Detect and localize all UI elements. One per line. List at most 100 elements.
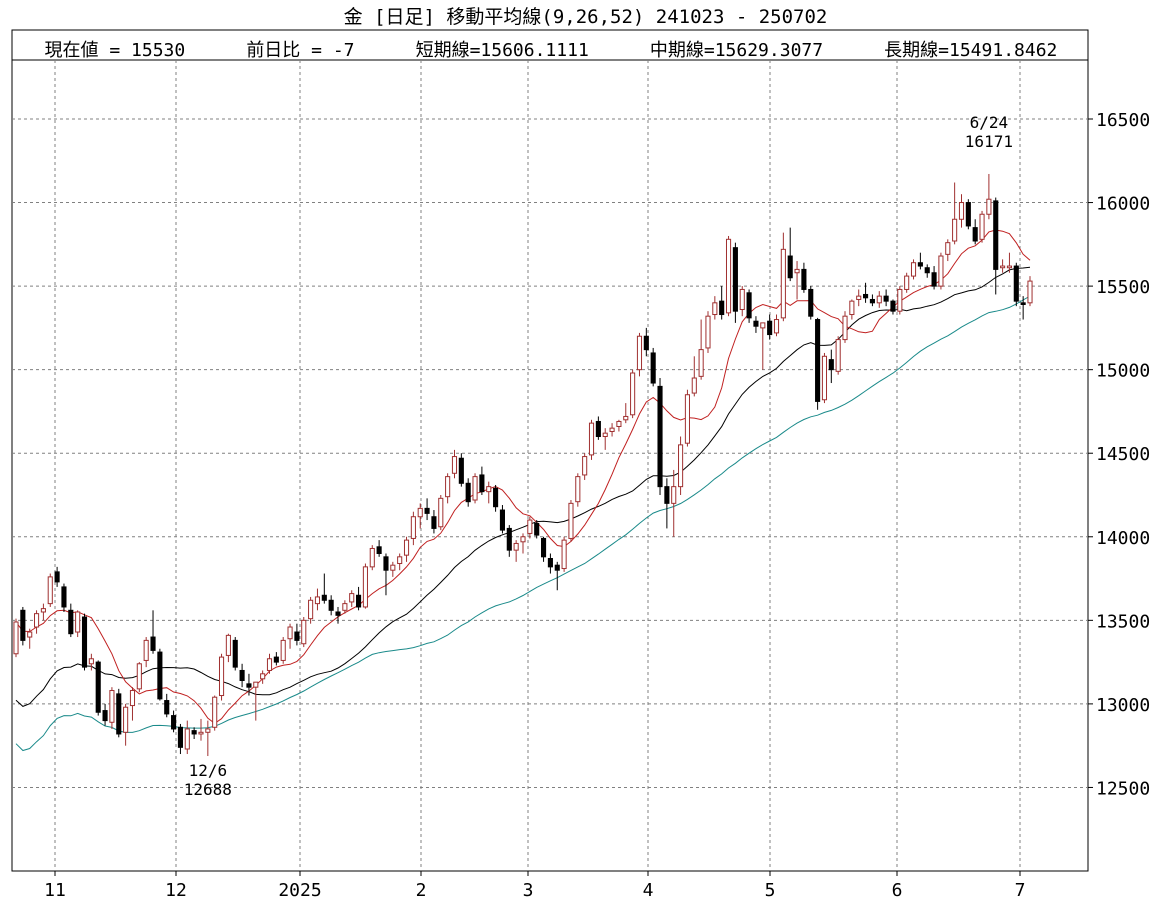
x-tick-label: 7 bbox=[1015, 880, 1026, 901]
candle-up bbox=[47, 576, 53, 605]
candle-up bbox=[773, 319, 780, 334]
candle-up bbox=[253, 681, 259, 688]
candle-up bbox=[561, 539, 567, 570]
candle-up bbox=[33, 613, 40, 628]
candle-up bbox=[260, 673, 266, 680]
candle-up bbox=[280, 639, 286, 661]
info-bar: 現在値 = 15530 前日比 = -7 短期線=15606.1111 中期線=… bbox=[14, 36, 1088, 62]
grid bbox=[12, 60, 1093, 876]
x-tick-label: 2025 bbox=[278, 880, 321, 901]
x-tick-label: 12 bbox=[165, 880, 187, 901]
candle-up bbox=[938, 255, 944, 287]
candle-up bbox=[698, 349, 704, 377]
candle-down bbox=[890, 300, 896, 312]
candle-up bbox=[225, 634, 231, 656]
short-ma-value: 短期線=15606.1111 bbox=[415, 40, 589, 61]
candle-up bbox=[438, 497, 444, 528]
x-tick-label: 4 bbox=[643, 880, 654, 901]
x-tick-label: 3 bbox=[523, 880, 534, 901]
candle-down bbox=[719, 300, 725, 316]
candle-down bbox=[883, 295, 889, 302]
candle-up bbox=[88, 658, 94, 665]
candle-up bbox=[821, 355, 828, 401]
candle-up bbox=[109, 690, 115, 723]
candle-up bbox=[390, 564, 396, 571]
long-ma-value: 長期線=15491.8462 bbox=[884, 40, 1058, 61]
candle-up bbox=[876, 295, 882, 304]
candle-down bbox=[321, 594, 327, 601]
candle-up bbox=[760, 322, 766, 329]
candle-up bbox=[958, 202, 965, 220]
y-tick-label: 13000 bbox=[1096, 695, 1150, 716]
candle-down bbox=[232, 639, 238, 668]
candle-up bbox=[205, 728, 211, 733]
candle-down bbox=[753, 320, 759, 327]
candle-down bbox=[540, 537, 547, 558]
candle-down bbox=[81, 616, 88, 668]
candle-up bbox=[198, 731, 204, 735]
candle-up bbox=[705, 315, 711, 349]
annotation-value: 16171 bbox=[965, 132, 1013, 151]
candle-up bbox=[129, 690, 136, 707]
candle-up bbox=[417, 507, 423, 518]
candle-up bbox=[136, 663, 142, 690]
candles bbox=[13, 173, 1033, 757]
mid-ma-value: 中期線=15629.3077 bbox=[649, 40, 824, 61]
candle-down bbox=[534, 522, 540, 536]
candle-down bbox=[924, 267, 930, 274]
candle-down bbox=[116, 693, 122, 735]
candle-down bbox=[431, 516, 437, 529]
y-tick-label: 14500 bbox=[1096, 444, 1150, 465]
candle-down bbox=[767, 320, 773, 336]
candle-down bbox=[554, 564, 560, 571]
short-ma-line bbox=[15, 229, 1031, 725]
candle-down bbox=[1013, 265, 1019, 302]
candle-up bbox=[451, 456, 458, 474]
candle-down bbox=[972, 227, 978, 242]
candle-up bbox=[314, 596, 321, 605]
candle-down bbox=[815, 319, 821, 402]
candle-down bbox=[239, 669, 245, 681]
candle-up bbox=[849, 300, 855, 316]
candle-down bbox=[191, 730, 197, 735]
candle-up bbox=[712, 302, 718, 316]
candle-up bbox=[588, 422, 595, 456]
axis-labels: 12500 13000 13500 14000 14500 15000 15500 16000… bbox=[44, 110, 1150, 901]
candle-down bbox=[808, 288, 814, 317]
candle-up bbox=[342, 603, 348, 611]
candle-down bbox=[20, 609, 26, 641]
candle-up bbox=[75, 611, 81, 633]
candle-down bbox=[102, 710, 108, 722]
candle-down bbox=[993, 200, 999, 270]
candle-down bbox=[376, 546, 382, 554]
chart-title: 金 [日足] 移動平均線(9,26,52) 241023 - 250702 bbox=[343, 6, 828, 28]
candle-down bbox=[1020, 302, 1026, 305]
candle-down bbox=[595, 420, 601, 438]
candle-up bbox=[369, 547, 375, 568]
candle-up bbox=[397, 556, 403, 565]
candle-up bbox=[835, 339, 841, 372]
mid-ma-line bbox=[15, 266, 1031, 707]
candle-down bbox=[150, 636, 156, 651]
candle-up bbox=[27, 631, 33, 638]
candle-up bbox=[308, 599, 314, 620]
candle-down bbox=[383, 556, 389, 571]
candle-up bbox=[794, 268, 800, 274]
candle-down bbox=[424, 507, 430, 514]
candle-up bbox=[904, 275, 910, 290]
y-tick-label: 14000 bbox=[1096, 528, 1150, 549]
candle-up bbox=[13, 621, 19, 655]
candle-down bbox=[294, 631, 300, 641]
candle-down bbox=[931, 272, 937, 287]
candle-up bbox=[568, 502, 574, 539]
candle-down bbox=[650, 352, 656, 384]
candle-up bbox=[1027, 280, 1033, 304]
candle-down bbox=[643, 335, 649, 351]
candle-up bbox=[623, 415, 629, 421]
candle-up bbox=[691, 377, 697, 394]
candle-up bbox=[636, 335, 643, 371]
candle-up bbox=[739, 288, 745, 311]
candle-up bbox=[40, 608, 46, 613]
y-tick-label: 15000 bbox=[1096, 361, 1150, 382]
candle-up bbox=[445, 476, 451, 498]
